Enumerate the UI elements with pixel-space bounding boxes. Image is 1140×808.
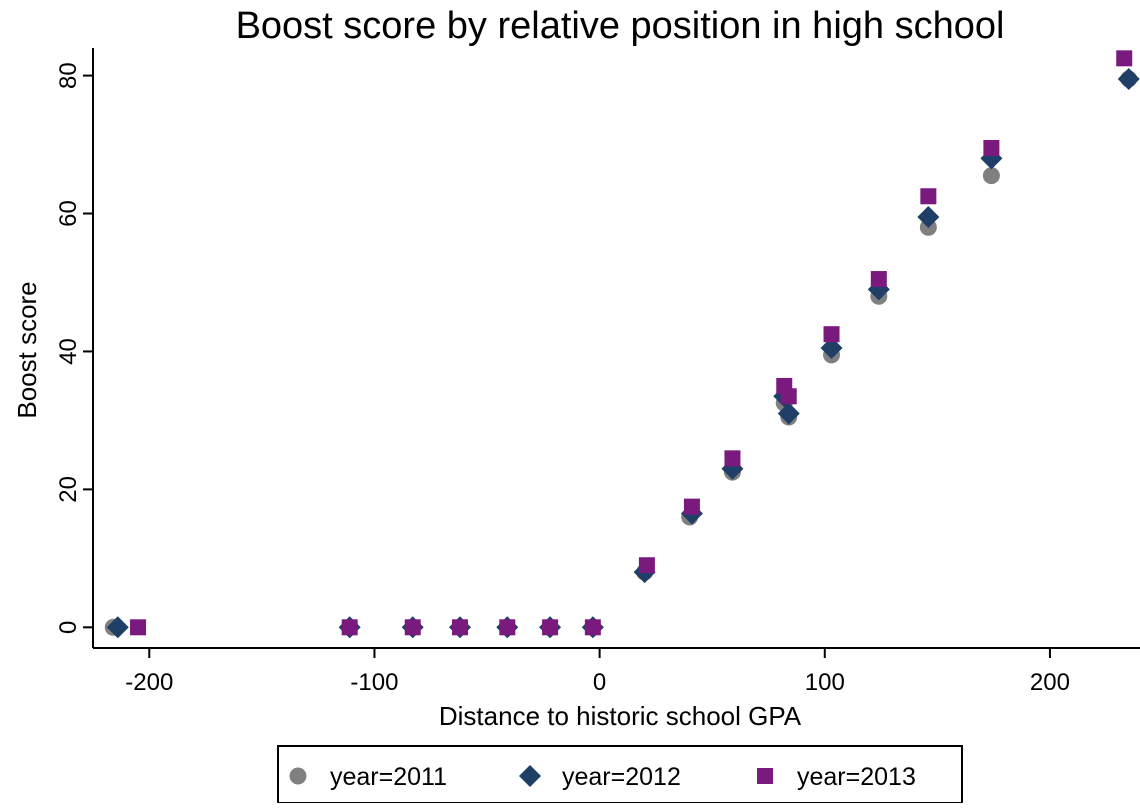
data-point [130, 619, 147, 636]
data-point [917, 205, 940, 228]
y-tick-label: 40 [55, 338, 82, 365]
legend-label: year=2011 [330, 763, 447, 791]
data-point [823, 326, 840, 343]
data-points [104, 50, 1140, 639]
data-point [683, 498, 700, 515]
y-axis-label: Boost score [12, 281, 42, 418]
series-year-2013 [130, 50, 1133, 636]
series-year-2011 [104, 70, 1138, 636]
y-ticks: 0 20 40 60 80 [55, 62, 93, 634]
y-tick-label: 60 [55, 200, 82, 227]
legend: year=2011 year=2012 year=2013 [277, 745, 963, 804]
axes [92, 48, 1140, 649]
legend-marker [519, 765, 541, 787]
data-point [777, 402, 800, 425]
legend-label: year=2013 [797, 763, 916, 791]
data-point [542, 619, 559, 636]
data-point [638, 557, 655, 574]
x-tick-label: -100 [350, 669, 398, 696]
data-point [870, 271, 887, 288]
x-tick-label: 0 [593, 669, 606, 696]
x-axis-label: Distance to historic school GPA [439, 701, 802, 731]
data-point [983, 140, 1000, 156]
y-tick-label: 20 [55, 476, 82, 503]
data-point [499, 619, 516, 636]
y-tick-label: 80 [55, 62, 82, 89]
data-point [820, 337, 843, 359]
data-point [780, 388, 797, 405]
x-tick-label: -200 [125, 669, 173, 696]
legend-marker [757, 768, 773, 784]
data-point [920, 188, 937, 205]
data-point [584, 619, 601, 636]
x-tick-label: 200 [1030, 669, 1070, 696]
x-ticks: -200 -100 0 100 200 [125, 648, 1070, 696]
chart-title: Boost score by relative position in high… [236, 5, 1005, 47]
y-tick-label: 0 [55, 621, 82, 634]
legend-box [277, 745, 963, 804]
x-tick-label: 100 [805, 669, 845, 696]
legend-marker [289, 767, 307, 785]
data-point [982, 167, 1000, 185]
data-point [1116, 50, 1133, 67]
data-point [724, 450, 741, 467]
data-point [1117, 68, 1140, 91]
data-point [404, 619, 421, 636]
legend-label: year=2012 [562, 763, 681, 791]
data-point [452, 619, 469, 636]
data-point [106, 616, 129, 639]
data-point [341, 619, 358, 636]
